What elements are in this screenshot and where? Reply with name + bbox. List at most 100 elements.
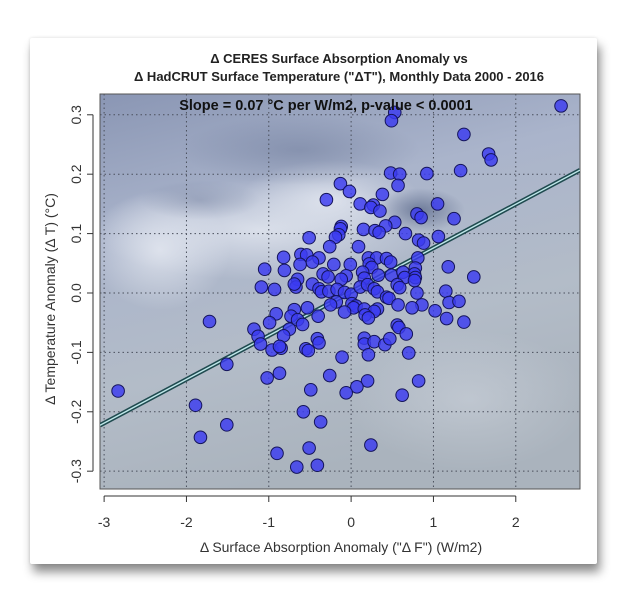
data-point (289, 460, 304, 474)
data-point (457, 315, 471, 329)
data-point (277, 263, 292, 278)
x-tick-label: -3 (98, 514, 111, 530)
x-tick-label: -2 (180, 514, 193, 530)
x-tick-label: -1 (263, 514, 276, 530)
y-tick-label: -0.3 (68, 459, 84, 483)
data-point (193, 430, 208, 445)
data-point (410, 286, 424, 300)
data-point (272, 366, 287, 380)
data-point (407, 273, 422, 288)
data-point (398, 226, 413, 241)
data-point (272, 339, 287, 354)
data-point (438, 284, 453, 299)
data-point (301, 343, 316, 358)
x-tick-label: 2 (512, 514, 520, 530)
x-axis: -3 -2 -1 0 1 2 (98, 495, 520, 530)
data-point (360, 374, 375, 388)
data-point (439, 311, 454, 326)
data-point (287, 277, 302, 291)
data-point (350, 380, 364, 394)
data-point (267, 282, 282, 297)
data-point (270, 446, 284, 461)
data-point (219, 418, 234, 432)
slope-annotation: Slope = 0.07 °C per W/m2, p-value < 0.00… (179, 98, 473, 114)
data-point (375, 187, 390, 202)
data-point (447, 211, 461, 226)
data-point (313, 415, 328, 429)
data-point (411, 374, 426, 388)
y-tick-label: 0.3 (68, 105, 84, 125)
x-axis-label: Δ Surface Absorption Anomaly ("Δ F") (W/… (200, 539, 482, 555)
data-point (416, 236, 431, 250)
data-point (262, 315, 277, 330)
data-point (188, 398, 203, 413)
data-point (295, 317, 310, 332)
data-point (351, 239, 366, 254)
data-point (441, 260, 456, 274)
data-point (364, 438, 378, 452)
data-point (311, 309, 325, 323)
data-point (395, 388, 409, 402)
data-point (257, 262, 272, 277)
data-point (219, 357, 234, 372)
x-tick-label: 1 (430, 514, 438, 530)
data-point (321, 270, 335, 284)
data-point (322, 368, 337, 383)
data-point (302, 441, 316, 455)
data-point (335, 350, 349, 364)
data-point (111, 384, 125, 398)
data-point (327, 257, 341, 272)
data-point (373, 204, 387, 218)
data-point (391, 298, 405, 312)
data-point (430, 197, 445, 211)
plot-area: Slope = 0.07 °C per W/m2, p-value < 0.00… (99, 93, 581, 490)
data-point (303, 383, 318, 397)
data-point (254, 280, 269, 294)
data-point (342, 184, 357, 199)
data-point (391, 178, 405, 193)
data-point (356, 222, 371, 237)
data-point (405, 301, 419, 315)
data-point (202, 314, 217, 329)
y-tick-label: 0.2 (68, 164, 84, 184)
data-point (312, 336, 326, 350)
data-point (431, 229, 446, 244)
data-point (343, 257, 358, 272)
y-tick-label: -0.2 (68, 400, 84, 424)
data-point (452, 294, 466, 309)
data-point (372, 225, 386, 240)
data-point (382, 291, 396, 306)
chart-title-line1: Δ CERES Surface Absorption Anomaly vs (210, 51, 468, 66)
plot-border (99, 93, 581, 490)
data-point (383, 331, 397, 346)
data-point (319, 192, 334, 207)
data-point (392, 280, 407, 295)
y-axis-label: Δ Temperature Anomaly (Δ T) (°C) (42, 193, 58, 405)
chart-title-line2: Δ HadCRUT Surface Temperature ("ΔT"), Mo… (134, 69, 544, 84)
data-point (322, 239, 337, 254)
data-point (453, 163, 468, 178)
data-point (466, 270, 481, 284)
data-point (339, 385, 353, 400)
data-point (383, 255, 398, 269)
x-tick-label: 0 (347, 514, 355, 530)
data-point (260, 371, 274, 385)
data-point (300, 301, 315, 315)
data-point (323, 298, 338, 312)
data-point (428, 304, 442, 318)
data-point (392, 167, 407, 181)
data-point (253, 337, 268, 351)
data-point (296, 404, 311, 419)
data-point (457, 127, 471, 142)
data-point (484, 153, 498, 167)
data-point (302, 230, 316, 245)
data-point (361, 347, 376, 362)
data-point (293, 257, 307, 272)
data-point (401, 346, 416, 360)
data-point (420, 166, 434, 181)
y-axis: -0.3 -0.2 -0.1 0.0 0.1 0.2 0.3 (68, 105, 94, 483)
data-point (399, 327, 414, 341)
y-tick-label: -0.1 (68, 340, 84, 364)
data-point (337, 305, 352, 319)
